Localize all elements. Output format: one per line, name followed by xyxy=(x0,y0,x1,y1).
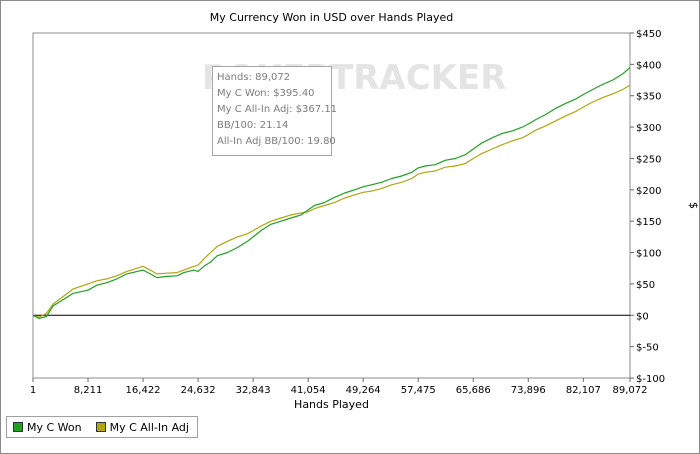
chart-legend: My C Won My C All-In Adj xyxy=(6,416,198,438)
y-tick-label: $200 xyxy=(636,186,661,197)
hover-tooltip: Hands: 89,072 My C Won: $395.40 My C All… xyxy=(212,66,338,156)
x-tick-label: 41,054 xyxy=(291,385,326,396)
y-tick-label: $250 xyxy=(636,154,661,165)
y-tick-label: $450 xyxy=(636,29,661,40)
series-line-allin-adj xyxy=(32,84,631,318)
y-tick-label: $400 xyxy=(636,60,661,71)
legend-item-allin[interactable]: My C All-In Adj xyxy=(95,420,189,434)
y-axis-label: $ xyxy=(687,202,700,209)
legend-label-allin: My C All-In Adj xyxy=(109,420,189,434)
x-tick-label: 73,896 xyxy=(511,385,546,396)
x-tick-label: 24,632 xyxy=(181,385,216,396)
x-tick-label: 49,264 xyxy=(346,385,381,396)
y-tick-label: $100 xyxy=(636,249,661,260)
tooltip-line-bb100: BB/100: 21.14 xyxy=(217,120,289,131)
y-tick-label: $300 xyxy=(636,123,661,134)
legend-label-won: My C Won xyxy=(27,420,82,434)
y-tick-label: $-50 xyxy=(636,343,659,354)
x-tick-label: 57,475 xyxy=(401,385,436,396)
legend-swatch-won xyxy=(13,422,23,432)
tooltip-line-won: My C Won: $395.40 xyxy=(217,88,315,99)
x-axis-label: Hands Played xyxy=(294,398,369,411)
y-tick-label: $350 xyxy=(636,92,661,103)
y-tick-label: $0 xyxy=(636,311,649,322)
x-tick-label: 32,843 xyxy=(236,385,271,396)
x-tick-label: 89,072 xyxy=(613,385,648,396)
y-tick-label: $150 xyxy=(636,217,661,228)
x-tick-label: 8,211 xyxy=(74,385,103,396)
x-tick-label: 82,107 xyxy=(566,385,601,396)
x-tick-label: 65,686 xyxy=(456,385,491,396)
legend-item-won[interactable]: My C Won xyxy=(13,421,82,434)
legend-swatch-allin xyxy=(95,422,106,432)
x-tick-label: 16,422 xyxy=(126,385,161,396)
tooltip-line-allin-bb100: All-In Adj BB/100: 19.80 xyxy=(217,136,336,147)
tooltip-line-hands: Hands: 89,072 xyxy=(217,72,291,83)
x-tick-label: 1 xyxy=(30,385,36,396)
series-line-won xyxy=(32,67,631,319)
chart-title: My Currency Won in USD over Hands Played xyxy=(210,11,453,24)
tooltip-line-allin: My C All-In Adj: $367.11 xyxy=(217,104,338,115)
y-tick-label: $-100 xyxy=(636,374,665,385)
y-tick-label: $50 xyxy=(636,280,655,291)
